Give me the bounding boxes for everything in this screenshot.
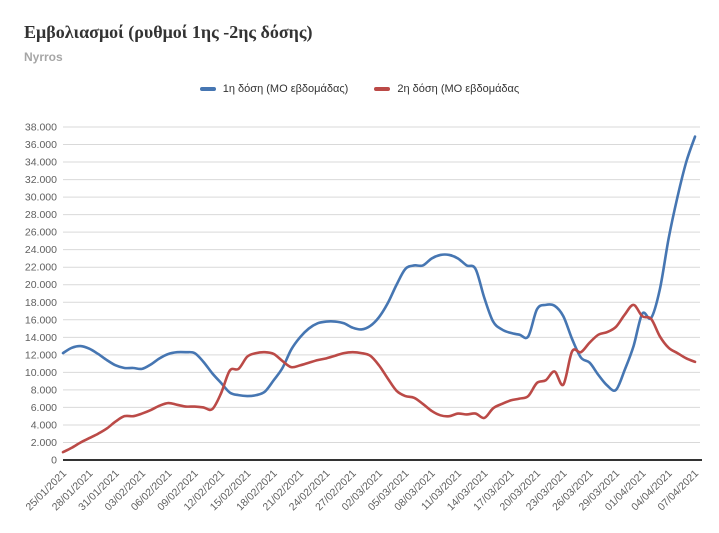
y-tick-label: 32.000 [25,174,57,186]
y-tick-label: 34.000 [25,157,57,169]
dose2-legend-label: 2η δόση (ΜΟ εβδομάδας [397,83,520,95]
y-tick-label: 38.000 [25,122,57,134]
y-axis-labels: 0 2.000 4.000 6.000 8.000 10.000 12.000 14.000 1… [25,122,57,467]
dose2-series-line[interactable] [61,303,697,454]
dose1-legend-label: 1η δόση (ΜΟ εβδομάδας) [222,83,349,95]
dose1-line-marker-icon [199,87,216,91]
y-tick-label: 2.000 [31,437,57,449]
y-tick-label: 12.000 [25,349,57,361]
chart-subtitle: Nyrros [24,50,63,64]
y-tick-label: 6.000 [31,402,57,414]
y-tick-label: 30.000 [25,192,57,204]
dose1-series-line[interactable] [61,135,697,398]
y-tick-label: 14.000 [25,332,57,344]
y-gridlines [63,126,700,443]
chart-legend: 1η δόση (ΜΟ εβδομάδας) 2η δόση (ΜΟ εβδομ… [0,83,719,95]
y-tick-label: 8.000 [31,384,57,396]
y-tick-label: 28.000 [25,209,57,221]
dose2-line-marker-icon [374,87,391,91]
legend-item-dose1[interactable]: 1η δόση (ΜΟ εβδομάδας) [199,83,349,95]
y-tick-label: 18.000 [25,297,57,309]
chart-title: Εμβολιασμοί (ρυθμοί 1ης -2ης δόσης) [24,22,313,42]
y-tick-label: 20.000 [25,279,57,291]
y-tick-label: 26.000 [25,227,57,239]
y-tick-label: 36.000 [25,139,57,151]
x-axis-labels: 25/01/202128/01/202131/01/202103/02/2021… [23,468,701,514]
y-tick-label: 10.000 [25,367,57,379]
legend-item-dose2[interactable]: 2η δόση (ΜΟ εβδομάδας [374,83,519,95]
y-tick-label: 24.000 [25,244,57,256]
y-tick-label: 16.000 [25,314,57,326]
y-tick-label: 4.000 [31,419,57,431]
y-tick-label: 22.000 [25,262,57,274]
y-tick-label: 0 [51,455,57,467]
